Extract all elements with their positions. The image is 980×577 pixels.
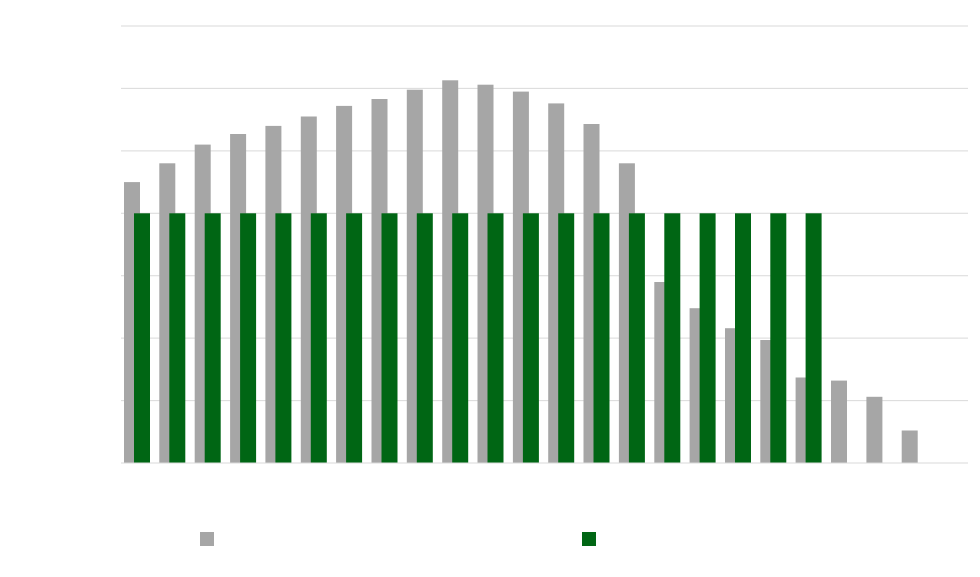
legend bbox=[200, 532, 596, 546]
bar-series2-20 bbox=[805, 213, 822, 463]
legend-marker-series1 bbox=[200, 532, 214, 546]
bar-series2-11 bbox=[487, 213, 504, 463]
bar-series1-22 bbox=[866, 396, 883, 463]
bar-series2-3 bbox=[204, 213, 221, 463]
bar-series2-10 bbox=[452, 213, 469, 463]
bar-series1-23 bbox=[901, 430, 918, 463]
legend-marker-series2 bbox=[582, 532, 596, 546]
bar-series1-21 bbox=[831, 380, 847, 463]
bar-series2-1 bbox=[134, 213, 150, 463]
bar-series2-8 bbox=[381, 213, 398, 463]
bar-series2-4 bbox=[240, 213, 257, 463]
bars-layer bbox=[124, 80, 918, 464]
bar-series2-16 bbox=[664, 213, 681, 463]
bar-series2-15 bbox=[628, 213, 645, 463]
bar-series2-2 bbox=[169, 213, 186, 463]
bar-series2-7 bbox=[346, 213, 363, 463]
bar-series2-6 bbox=[310, 213, 327, 463]
bar-series2-18 bbox=[735, 213, 751, 463]
bar-series2-19 bbox=[770, 213, 787, 463]
grid-layer bbox=[121, 25, 968, 402]
bar-series2-9 bbox=[416, 213, 433, 463]
bar-series2-14 bbox=[593, 213, 610, 463]
bar-series2-5 bbox=[275, 213, 292, 463]
bar-series2-12 bbox=[522, 213, 539, 463]
bar-series2-13 bbox=[558, 213, 575, 463]
bar-series2-17 bbox=[699, 213, 716, 463]
